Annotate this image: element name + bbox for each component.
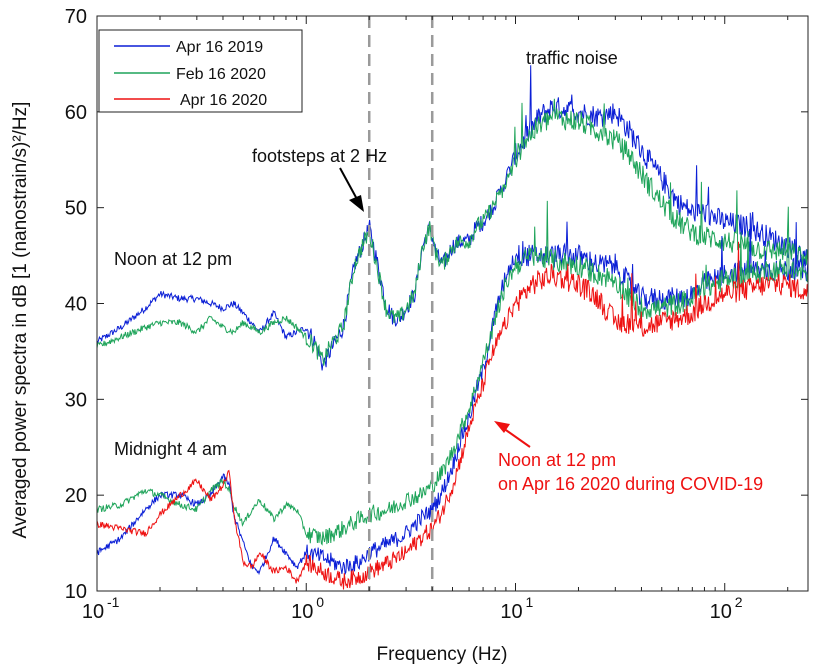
- footsteps-arrow: [339, 167, 364, 212]
- legend-label-1: Feb 16 2020: [176, 66, 266, 83]
- legend: Apr 16 2019 Feb 16 2020 Apr 16 2020: [98, 29, 303, 113]
- x-tick-label-3: 10: [710, 601, 732, 623]
- annotation-noon: Noon at 12 pm: [114, 249, 232, 269]
- annotation-covid-line1: Noon at 12 pm: [498, 450, 616, 470]
- series-line-noon-0: [97, 65, 808, 371]
- series-line-noon-1: [97, 98, 808, 366]
- x-tick-label-0: 10: [82, 601, 104, 623]
- legend-label-0: Apr 16 2019: [176, 39, 263, 56]
- y-tick-label-1: 20: [65, 485, 87, 507]
- annotation-footsteps: footsteps at 2 Hz: [252, 146, 387, 166]
- annotation-covid-line2: on Apr 16 2020 during COVID-19: [498, 474, 763, 494]
- x-tick-exponent-3: 2: [735, 594, 743, 610]
- covid-arrow: [494, 421, 531, 448]
- legend-label-2: Apr 16 2020: [180, 92, 267, 109]
- x-tick-label-2: 10: [500, 601, 522, 623]
- x-tick-exponent-0: -1: [107, 594, 120, 610]
- y-tick-label-5: 60: [65, 102, 87, 124]
- series-line-midnight-3: [97, 200, 808, 546]
- y-tick-label-2: 30: [65, 389, 87, 411]
- y-tick-label-6: 70: [65, 6, 87, 28]
- x-tick-exponent-1: 0: [316, 594, 324, 610]
- x-tick-label-1: 10: [291, 601, 313, 623]
- annotation-traffic-noise: traffic noise: [526, 48, 618, 68]
- y-tick-label-3: 40: [65, 294, 87, 316]
- y-tick-label-4: 50: [65, 198, 87, 220]
- series-line-midnight-4: [97, 241, 808, 590]
- x-axis-label: Frequency (Hz): [377, 644, 508, 665]
- annotation-midnight: Midnight 4 am: [114, 439, 227, 459]
- x-tick-exponent-2: 1: [525, 594, 533, 610]
- vertical-dashed-lines: [367, 16, 434, 591]
- y-tick-label-0: 10: [65, 581, 87, 603]
- y-axis-label: Averaged power spectra in dB [1 (nanostr…: [10, 102, 31, 539]
- series-layer: [97, 65, 808, 590]
